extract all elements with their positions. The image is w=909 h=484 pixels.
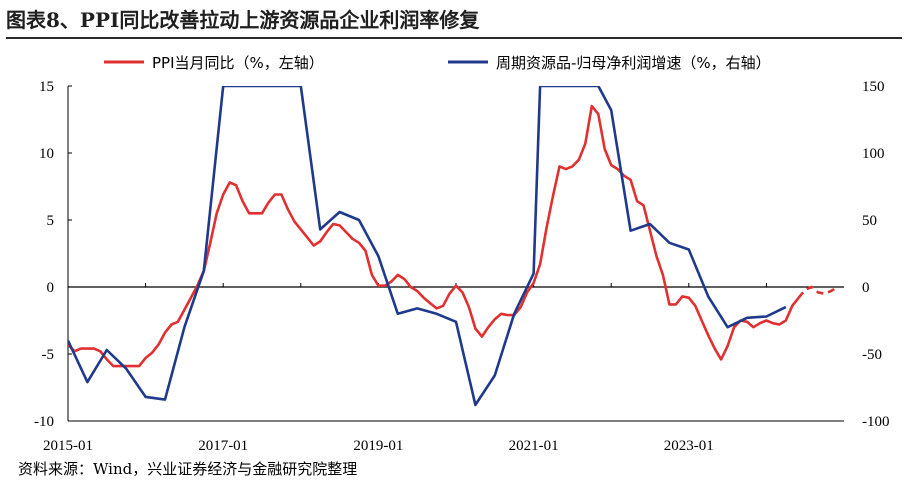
y-left-tick-label: 0 <box>47 280 55 296</box>
y-left-tick-label: 15 <box>39 79 54 95</box>
x-tick-label: 2021-01 <box>509 438 559 454</box>
source-note: 资料来源：Wind，兴业证券经济与金融研究院整理 <box>18 460 358 478</box>
profit-growth-line <box>68 86 787 407</box>
ppi-forecast-line <box>797 285 839 299</box>
ppi-line <box>68 104 800 368</box>
y-left-tick-label: -10 <box>34 414 54 430</box>
y-right-tick-label: 50 <box>862 213 877 229</box>
title-underline <box>6 37 902 39</box>
x-tick-label: 2019-01 <box>353 438 403 454</box>
legend: PPI当月同比（%，左轴） 周期资源品-归母净利润增速（%，右轴） <box>104 54 771 72</box>
x-tick-label: 2023-01 <box>664 438 714 454</box>
legend-label-ppi: PPI当月同比（%，左轴） <box>152 54 324 72</box>
y-right-tick-label: 150 <box>862 79 885 95</box>
y-right-tick-label: 0 <box>862 280 870 296</box>
plot-series <box>68 86 839 407</box>
y-right-tick-label: -50 <box>862 347 882 363</box>
y-right-tick-label: -100 <box>862 414 890 430</box>
y-left-tick-label: 5 <box>47 213 55 229</box>
legend-label-profit: 周期资源品-归母净利润增速（%，右轴） <box>496 54 771 72</box>
y-left-tick-label: 10 <box>39 146 54 162</box>
chart-title: 图表8、PPI同比改善拉动上游资源品企业利润率修复 <box>6 8 480 32</box>
y-right-tick-label: 100 <box>862 146 885 162</box>
x-tick-label: 2017-01 <box>198 438 248 454</box>
y-left-tick-label: -5 <box>42 347 55 363</box>
x-tick-label: 2015-01 <box>43 438 93 454</box>
